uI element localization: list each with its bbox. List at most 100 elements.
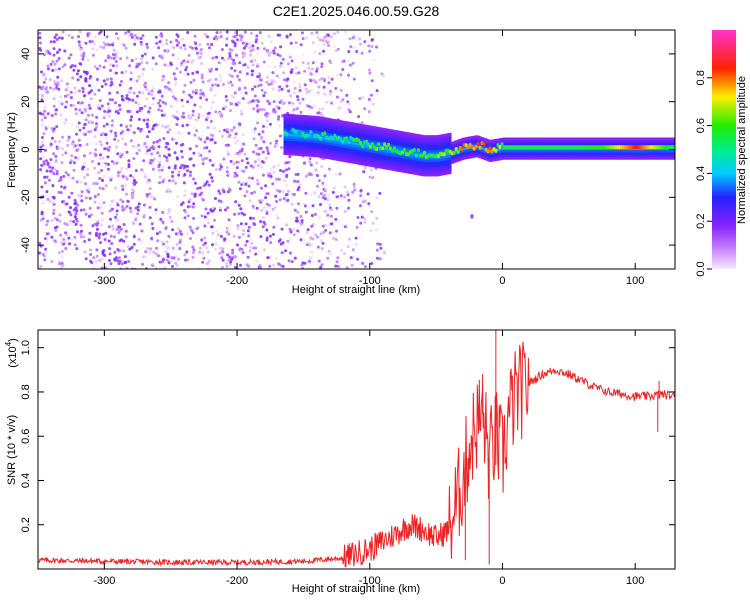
noise-cell <box>53 79 56 83</box>
noise-cell <box>160 56 164 60</box>
ridge-halo-cell <box>395 168 398 172</box>
ridge-halo-cell <box>317 142 320 146</box>
ridge-halo-cell <box>315 137 318 141</box>
ridge-halo-cell <box>383 161 387 165</box>
noise-cell <box>144 250 148 254</box>
ridge-halo-cell <box>328 153 331 157</box>
noise-cell <box>194 181 197 185</box>
ridge-halo-cell <box>318 149 321 153</box>
ridge-halo-cell <box>388 138 391 142</box>
noise-cell <box>211 231 215 235</box>
noise-cell <box>187 200 191 204</box>
ridge-halo-cell <box>336 124 339 128</box>
noise-cell <box>149 146 153 150</box>
ridge-halo-cell <box>589 139 592 143</box>
ridge-halo-cell <box>590 142 594 146</box>
noise-cell <box>267 65 271 68</box>
ridge-halo-cell <box>449 154 452 158</box>
noise-cell <box>45 190 49 194</box>
ridge-halo-cell <box>522 139 525 143</box>
noise-cell <box>115 64 119 68</box>
ridge-halo-cell <box>324 134 328 138</box>
noise-cell <box>129 210 133 214</box>
noise-cell <box>93 135 97 139</box>
ridge-halo-cell <box>418 141 422 145</box>
ridge-halo-cell <box>367 125 371 129</box>
ridge-halo-cell <box>409 147 412 151</box>
noise-cell <box>106 167 110 171</box>
ridge-halo-cell <box>371 156 374 160</box>
ridge-halo-cell <box>299 133 302 137</box>
ridge-halo-cell <box>310 153 313 157</box>
noise-cell <box>82 161 86 165</box>
noise-cell <box>146 247 150 250</box>
ridge-halo-cell <box>474 149 477 153</box>
ridge-halo-cell <box>375 131 379 135</box>
noise-cell <box>88 40 92 44</box>
ridge-halo-cell <box>570 156 573 160</box>
ridge-halo-cell <box>390 134 393 138</box>
ridge-halo-cell <box>567 151 570 155</box>
ridge-halo-cell <box>418 165 422 169</box>
noise-cell <box>220 56 224 60</box>
noise-cell <box>229 109 232 113</box>
ridge-halo-cell <box>438 161 441 165</box>
ridge-halo-cell <box>347 123 350 127</box>
noise-cell <box>124 235 128 239</box>
noise-cell <box>211 163 215 167</box>
ridge-halo-cell <box>399 164 403 168</box>
ridge-halo-cell <box>299 153 302 156</box>
ridge-halo-cell <box>321 121 325 125</box>
ridge-halo-cell <box>297 143 301 147</box>
noise-cell <box>251 87 254 91</box>
noise-cell <box>137 237 141 241</box>
ridge-halo-cell <box>496 138 500 142</box>
noise-cell <box>171 170 175 174</box>
ridge-halo-cell <box>301 114 304 118</box>
noise-cell <box>205 98 209 102</box>
ridge-halo-cell <box>288 118 291 122</box>
noise-cell <box>228 188 232 192</box>
ridge-halo-cell <box>313 142 317 146</box>
noise-cell <box>277 88 281 92</box>
ridge-halo-cell <box>382 166 385 170</box>
ridge-halo-cell <box>305 139 309 143</box>
noise-cell <box>349 256 353 260</box>
noise-cell <box>368 49 372 53</box>
ridge-halo-cell <box>345 123 348 127</box>
noise-cell <box>156 123 160 127</box>
noise-cell <box>199 92 203 96</box>
ridge-halo-cell <box>444 143 447 147</box>
noise-cell <box>249 51 253 55</box>
noise-cell <box>52 87 56 91</box>
ridge-halo-cell <box>396 166 399 170</box>
ridge-halo-cell <box>407 158 411 162</box>
noise-cell <box>172 137 176 141</box>
ridge-halo-cell <box>377 153 380 157</box>
ridge-halo-cell <box>574 151 578 155</box>
noise-cell <box>285 183 289 187</box>
ridge-halo-cell <box>438 158 441 162</box>
ridge-halo-cell <box>321 126 325 130</box>
ridge-halo-cell <box>348 143 352 147</box>
ridge-halo-cell <box>519 142 522 146</box>
ridge-halo-cell <box>434 151 438 155</box>
ridge-halo-cell <box>407 146 411 150</box>
noise-cell <box>289 71 293 74</box>
ridge-halo-cell <box>348 138 352 142</box>
ridge-halo-cell <box>465 137 468 141</box>
noise-cell <box>255 38 258 41</box>
ridge-halo-cell <box>332 154 336 158</box>
noise-cell <box>339 194 343 198</box>
noise-cell <box>57 179 61 183</box>
ridge-halo-cell <box>447 135 450 139</box>
ridge-halo-cell <box>291 131 294 134</box>
noise-cell <box>55 147 59 151</box>
ridge-halo-cell <box>385 154 388 158</box>
noise-cell <box>119 198 123 202</box>
noise-cell <box>367 110 371 114</box>
noise-cell <box>127 163 131 167</box>
ridge-halo-cell <box>493 141 497 145</box>
noise-cell <box>378 242 382 246</box>
ridge-halo-cell <box>379 156 382 159</box>
